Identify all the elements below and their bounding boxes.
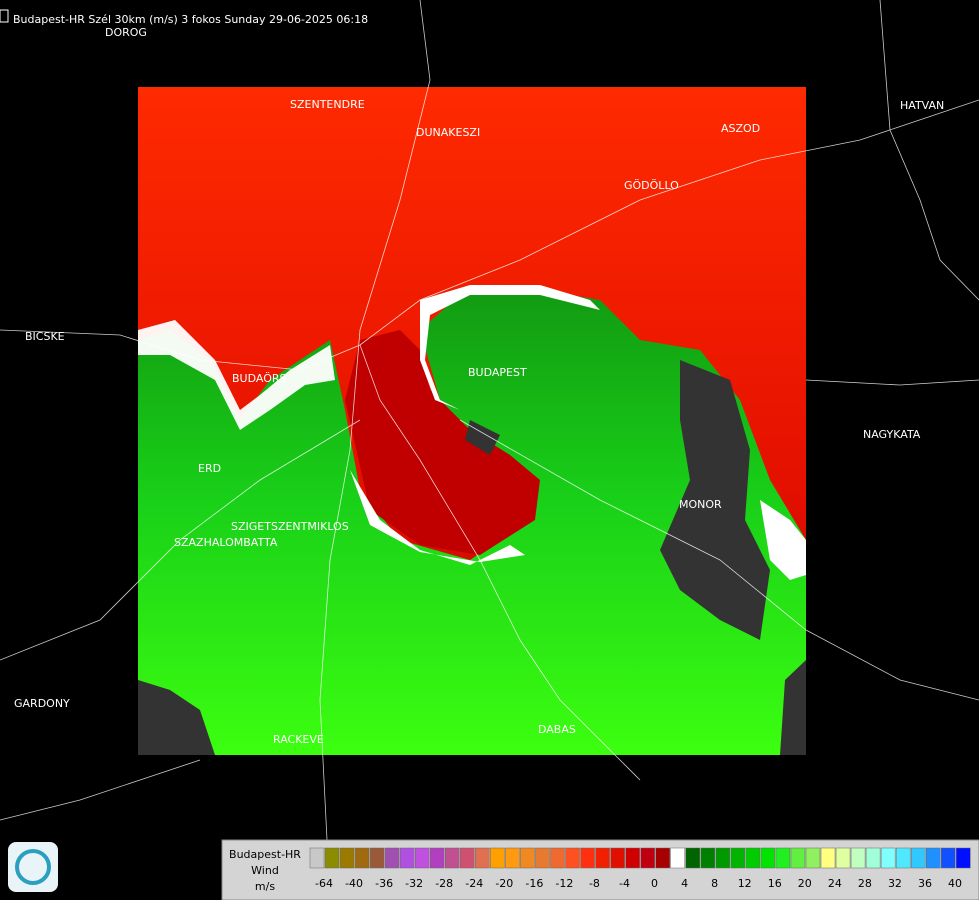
- color-swatch: [505, 847, 520, 869]
- color-swatch: [880, 847, 896, 869]
- map-title: Budapest-HR Szél 30km (m/s) 3 fokos Sund…: [13, 13, 368, 26]
- color-swatch: [414, 847, 430, 869]
- logo-mark: [15, 849, 51, 885]
- color-swatch: [610, 847, 625, 869]
- color-swatch: [384, 847, 400, 869]
- legend-tick-label: -40: [345, 877, 363, 890]
- color-swatch: [745, 847, 761, 869]
- color-swatch: [655, 847, 670, 869]
- legend-tick-label: -16: [525, 877, 543, 890]
- place-label: BUDAÖRS: [232, 372, 287, 385]
- color-swatch: [640, 847, 655, 869]
- radar-area: [138, 87, 806, 755]
- place-label: GÖDÖLLO: [624, 179, 679, 192]
- legend-tick-label: 24: [828, 877, 842, 890]
- legend-tick-label: 16: [768, 877, 782, 890]
- legend-tick-label: -28: [435, 877, 453, 890]
- legend-quantity: Wind: [251, 864, 279, 877]
- color-swatch: [595, 847, 610, 869]
- place-label: DUNAKESZI: [416, 126, 480, 139]
- legend-tick-label: 40: [948, 877, 962, 890]
- legend-tick-label: 4: [681, 877, 688, 890]
- color-swatch: [760, 847, 776, 869]
- color-swatch: [429, 847, 445, 869]
- color-swatch: [910, 847, 926, 869]
- color-swatch: [369, 847, 385, 869]
- color-swatch: [685, 847, 700, 869]
- color-swatch: [550, 847, 565, 869]
- color-swatch: [790, 847, 806, 869]
- legend-tick-label: 8: [711, 877, 718, 890]
- place-label: NAGYKATA: [863, 428, 921, 441]
- place-label: MONOR: [679, 498, 722, 511]
- legend-tick-label: -12: [555, 877, 573, 890]
- color-swatch: [445, 847, 460, 869]
- legend-tick-label: -24: [465, 877, 483, 890]
- color-swatch: [925, 847, 941, 869]
- color-swatch: [354, 847, 370, 869]
- color-swatch: [895, 847, 911, 869]
- place-label: DABAS: [538, 723, 576, 736]
- color-swatch: [775, 847, 791, 869]
- color-swatch: [309, 847, 325, 869]
- place-label: SZENTENDRE: [290, 98, 365, 111]
- place-label: DOROG: [105, 26, 147, 39]
- place-label: HATVAN: [900, 99, 944, 112]
- color-swatch: [324, 847, 340, 869]
- color-swatch: [865, 847, 881, 869]
- place-label: BUDAPEST: [468, 366, 527, 379]
- color-swatch: [535, 847, 550, 869]
- color-swatch: [399, 847, 415, 869]
- legend-tick-label: 12: [738, 877, 752, 890]
- color-swatch: [625, 847, 640, 869]
- color-swatch: [520, 847, 535, 869]
- color-swatch: [835, 847, 851, 869]
- place-label: ERD: [198, 462, 221, 475]
- legend-station: Budapest-HR: [229, 848, 301, 861]
- color-swatch: [715, 847, 731, 869]
- color-swatch: [820, 847, 836, 869]
- color-swatch: [956, 847, 971, 869]
- color-swatch: [730, 847, 746, 869]
- color-swatch: [670, 847, 685, 869]
- color-swatch: [700, 847, 716, 869]
- place-label: ASZOD: [721, 122, 760, 135]
- legend-tick-label: -8: [589, 877, 600, 890]
- color-swatch: [805, 847, 821, 869]
- legend-tick-label: 28: [858, 877, 872, 890]
- place-label: RACKEVE: [273, 733, 324, 746]
- legend-tick-label: -4: [619, 877, 630, 890]
- color-swatch: [339, 847, 355, 869]
- place-label: SZAZHALOMBATTA: [174, 536, 278, 549]
- place-label: GARDONY: [14, 697, 70, 710]
- legend-tick-label: 0: [651, 877, 658, 890]
- place-label: BICSKE: [25, 330, 65, 343]
- color-swatch: [490, 847, 505, 869]
- legend-tick-label: 32: [888, 877, 902, 890]
- legend-tick-label: -32: [405, 877, 423, 890]
- legend-tick-label: 20: [798, 877, 812, 890]
- color-swatch: [565, 847, 580, 869]
- legend-tick-label: -64: [315, 877, 333, 890]
- legend-unit: m/s: [255, 880, 275, 893]
- legend-tick-label: -20: [495, 877, 513, 890]
- legend-tick-label: -36: [375, 877, 393, 890]
- place-label: SZIGETSZENTMIKLOS: [231, 520, 349, 533]
- legend-tick-label: 36: [918, 877, 932, 890]
- color-swatch: [460, 847, 475, 869]
- legend: Budapest-HR Wind m/s -64 -40 -36 -32 -28 -24-…: [8, 839, 979, 900]
- color-swatch: [941, 847, 956, 869]
- menu-icon[interactable]: [0, 9, 9, 23]
- color-swatch: [580, 847, 595, 869]
- color-swatch: [850, 847, 866, 869]
- color-swatch: [475, 847, 490, 869]
